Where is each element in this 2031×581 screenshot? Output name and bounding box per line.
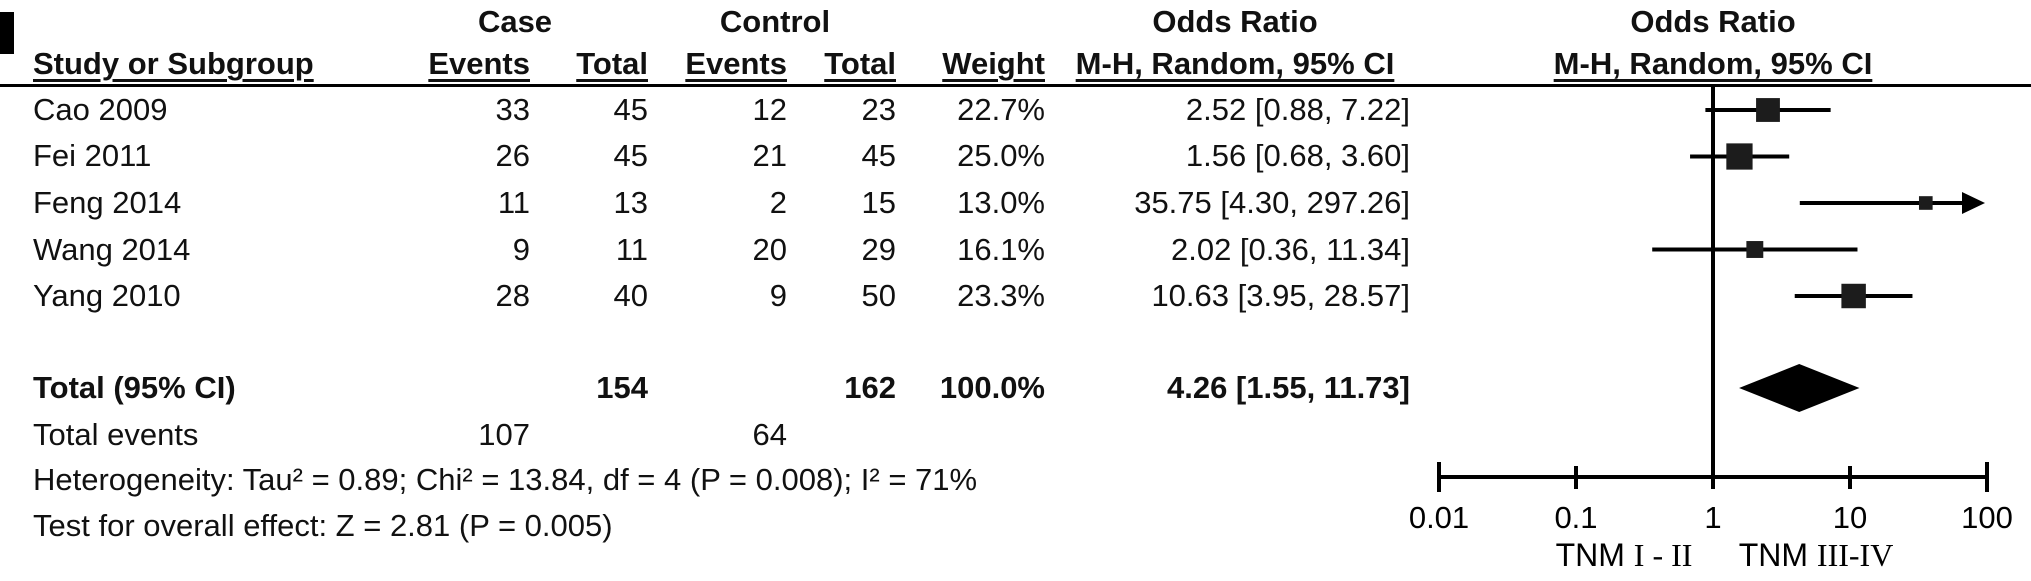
column-header-row: Study or Subgroup Events Total Events To… — [0, 44, 2031, 84]
column-header-weight: Weight — [942, 46, 1045, 81]
x-axis-tick-label-1: 1 — [1704, 500, 1721, 535]
or-marker-feng-2014 — [1918, 196, 1933, 210]
weight: 25.0% — [957, 138, 1045, 173]
or-marker-wang-2014 — [1746, 241, 1764, 258]
odds-ratio-ci: 35.75 [4.30, 297.26] — [1134, 185, 1410, 220]
total-control: 29 — [861, 232, 896, 267]
study-name: Fei 2011 — [33, 138, 152, 173]
column-header-total-control: Total — [824, 46, 896, 81]
total-control: 50 — [861, 278, 896, 313]
group-header-odds-ratio-table: Odds Ratio — [1152, 4, 1318, 39]
odds-ratio-ci: 2.02 [0.36, 11.34] — [1170, 232, 1410, 267]
header-rule — [0, 84, 2031, 87]
events-case: 33 — [495, 92, 530, 127]
overall-effect-text: Test for overall effect: Z = 2.81 (P = 0… — [33, 508, 613, 543]
column-header-study: Study or Subgroup — [33, 46, 314, 81]
ci-arrow-right-icon-feng-2014 — [1962, 192, 1985, 214]
events-case: 28 — [495, 278, 530, 313]
odds-ratio-ci: 1.56 [0.68, 3.60] — [1185, 138, 1410, 173]
total-events-control: 64 — [752, 417, 787, 452]
total-events-row: Total events 107 64 — [0, 412, 2031, 458]
odds-ratio-ci: 10.63 [3.95, 28.57] — [1151, 278, 1410, 313]
events-case: 26 — [495, 138, 530, 173]
group-header-odds-ratio-plot: Odds Ratio — [1630, 4, 1796, 39]
total-control: 45 — [861, 138, 896, 173]
column-header-mh-ci-plot: M-H, Random, 95% CI — [1553, 46, 1873, 81]
study-name: Cao 2009 — [33, 92, 168, 127]
x-axis-tick-label-0.1: 0.1 — [1554, 500, 1597, 535]
group-header-row: Case Control Odds Ratio Odds Ratio — [0, 2, 2031, 42]
events-control: 2 — [769, 185, 787, 220]
total-control: 15 — [861, 185, 896, 220]
events-case: 11 — [497, 185, 530, 220]
crop-artifact — [0, 12, 14, 54]
or-marker-cao-2009 — [1756, 98, 1780, 122]
table-row-yang-2010: Yang 2010 28 40 9 50 23.3% 10.63 [3.95, … — [0, 273, 2031, 319]
weight: 16.1% — [957, 232, 1045, 267]
heterogeneity-text: Heterogeneity: Tau² = 0.89; Chi² = 13.84… — [33, 462, 978, 497]
group-header-control: Control — [719, 4, 831, 39]
column-header-total-case: Total — [576, 46, 648, 81]
events-control: 21 — [752, 138, 787, 173]
overall-effect-row: Test for overall effect: Z = 2.81 (P = 0… — [0, 503, 2031, 549]
weight: 13.0% — [957, 185, 1045, 220]
summary-diamond — [1739, 364, 1860, 412]
total-weight: 100.0% — [939, 370, 1045, 405]
group-header-case: Case — [477, 4, 553, 39]
or-marker-fei-2011 — [1726, 143, 1753, 170]
total-case: 40 — [613, 278, 648, 313]
forest-plot: 0.01 0.1 1 10 100 TNM I - II TNM III-IV — [1409, 84, 2013, 573]
weight: 23.3% — [957, 278, 1045, 313]
table-row-feng-2014: Feng 2014 11 13 2 15 13.0% 35.75 [4.30, … — [0, 180, 2031, 226]
events-control: 20 — [752, 232, 787, 267]
events-control: 9 — [769, 278, 787, 313]
x-axis-tick-label-0.01: 0.01 — [1409, 500, 1469, 535]
total-control: 23 — [861, 92, 896, 127]
total-odds-ratio-ci: 4.26 [1.55, 11.73] — [1166, 370, 1410, 405]
total-case: 45 — [613, 92, 648, 127]
heterogeneity-row: Heterogeneity: Tau² = 0.89; Chi² = 13.84… — [0, 457, 2031, 503]
column-header-events-control: Events — [685, 46, 787, 81]
total-case-sum: 154 — [596, 370, 648, 405]
study-name: Feng 2014 — [33, 185, 182, 220]
column-header-mh-ci-table: M-H, Random, 95% CI — [1075, 46, 1395, 81]
total-row: Total (95% CI) 154 162 100.0% 4.26 [1.55… — [0, 365, 2031, 411]
table-row-cao-2009: Cao 2009 33 45 12 23 22.7% 2.52 [0.88, 7… — [0, 87, 2031, 133]
total-events-case: 107 — [478, 417, 530, 452]
x-axis-tick-label-10: 10 — [1833, 500, 1867, 535]
table-row-fei-2011: Fei 2011 26 45 21 45 25.0% 1.56 [0.68, 3… — [0, 133, 2031, 179]
events-case: 9 — [512, 232, 530, 267]
odds-ratio-ci: 2.52 [0.88, 7.22] — [1185, 92, 1410, 127]
x-axis-tick-label-100: 100 — [1961, 500, 2013, 535]
axis-label-favors-right: TNM III-IV — [1739, 537, 1894, 573]
study-name: Wang 2014 — [33, 232, 191, 267]
events-control: 12 — [752, 92, 787, 127]
total-case: 45 — [613, 138, 648, 173]
weight: 22.7% — [957, 92, 1045, 127]
or-marker-yang-2010 — [1841, 283, 1866, 309]
column-header-events-case: Events — [428, 46, 530, 81]
table-row-wang-2014: Wang 2014 9 11 20 29 16.1% 2.02 [0.36, 1… — [0, 227, 2031, 273]
total-label: Total (95% CI) — [33, 370, 236, 405]
study-name: Yang 2010 — [33, 278, 181, 313]
total-control-sum: 162 — [844, 370, 896, 405]
total-events-label: Total events — [33, 417, 199, 452]
axis-label-favors-left: TNM I - II — [1556, 537, 1693, 573]
total-case: 13 — [613, 185, 648, 220]
total-case: 11 — [615, 232, 648, 267]
